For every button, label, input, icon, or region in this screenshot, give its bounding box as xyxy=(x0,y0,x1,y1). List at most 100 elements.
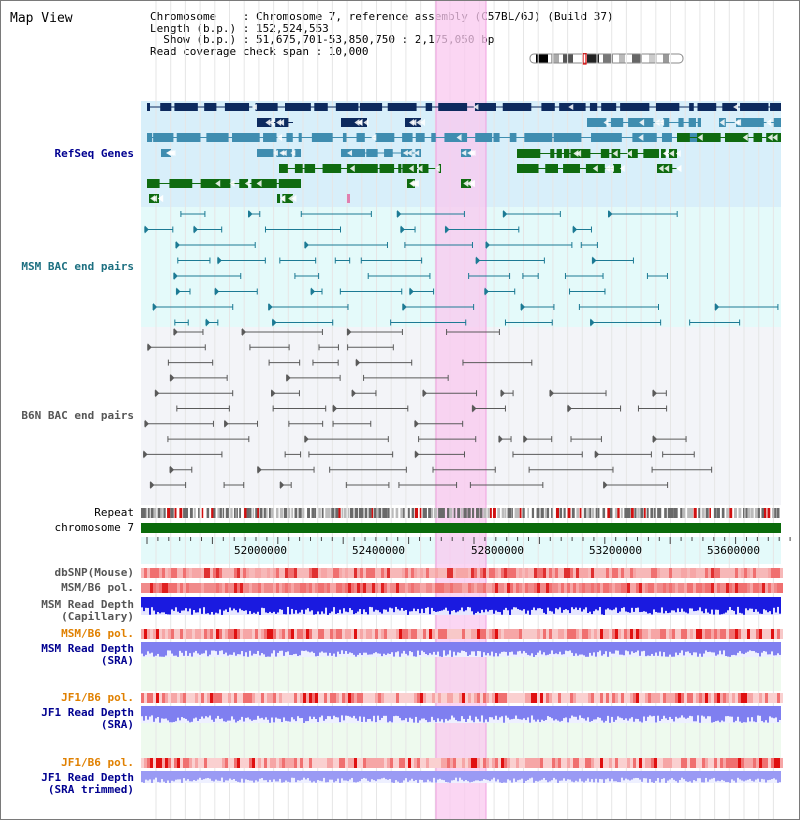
read-depth-bar xyxy=(511,642,513,652)
read-depth-bar xyxy=(311,771,313,783)
polymorphism-cell xyxy=(576,629,579,639)
read-depth-bar xyxy=(591,706,593,722)
polymorphism-cell xyxy=(276,568,279,578)
polymorphism-cell xyxy=(162,758,165,768)
read-depth-bar xyxy=(291,597,293,609)
chromosome-ideogram[interactable] xyxy=(529,53,685,65)
track-label-jf1-read-depth-trim[interactable]: JF1 Read Depth (SRA trimmed) xyxy=(41,772,134,796)
read-depth-bar xyxy=(675,597,677,613)
read-depth-bar xyxy=(179,597,181,613)
polymorphism-cell xyxy=(327,629,330,639)
read-depth-bar xyxy=(569,706,571,719)
polymorphism-cell xyxy=(189,693,192,703)
polymorphism-cell xyxy=(531,693,534,703)
track-label-refseq-genes[interactable]: RefSeq Genes xyxy=(54,147,134,160)
polymorphism-cell xyxy=(600,693,603,703)
repeat-element xyxy=(476,508,479,518)
read-depth-bar xyxy=(337,771,339,779)
read-depth-bar xyxy=(677,642,679,656)
track-label-jf1-b6-pol-1[interactable]: JF1/B6 pol. xyxy=(61,691,134,704)
repeat-element xyxy=(364,508,368,518)
track-label-msm-bac[interactable]: MSM BAC end pairs xyxy=(21,260,134,273)
polymorphism-cell xyxy=(753,568,756,578)
polymorphism-cell xyxy=(186,583,189,593)
polymorphism-cell xyxy=(738,758,741,768)
read-depth-bar xyxy=(225,706,227,722)
read-depth-bar xyxy=(293,706,295,720)
track-label-repeat[interactable]: Repeat xyxy=(94,506,134,519)
track-label-jf1-read-depth-sra[interactable]: JF1 Read Depth (SRA) xyxy=(41,707,134,731)
read-depth-bar xyxy=(255,706,257,720)
read-depth-bar xyxy=(521,642,523,654)
track-label-chromosome[interactable]: chromosome 7 xyxy=(54,521,134,534)
polymorphism-cell xyxy=(249,583,252,593)
read-depth-bar xyxy=(695,771,697,782)
read-depth-bar xyxy=(779,706,781,721)
read-depth-bar xyxy=(239,771,241,783)
polymorphism-cell xyxy=(459,693,462,703)
track-label-msm-read-depth-cap[interactable]: MSM Read Depth (Capillary) xyxy=(41,599,134,623)
read-depth-bar xyxy=(435,597,437,612)
polymorphism-cell xyxy=(540,629,543,639)
repeat-element xyxy=(318,508,321,518)
polymorphism-cell xyxy=(777,693,780,703)
read-depth-bar xyxy=(331,706,333,720)
polymorphism-cell xyxy=(672,583,675,593)
read-depth-bar xyxy=(503,597,505,610)
polymorphism-cell xyxy=(339,629,342,639)
read-depth-bar xyxy=(393,771,395,783)
track-label-msm-b6-pol-1[interactable]: MSM/B6 pol. xyxy=(61,581,134,594)
polymorphism-cell xyxy=(150,758,153,768)
polymorphism-cell xyxy=(597,758,600,768)
polymorphism-cell xyxy=(525,583,528,593)
read-depth-bar xyxy=(697,771,699,779)
read-depth-bar xyxy=(143,706,145,721)
polymorphism-cell xyxy=(357,629,360,639)
read-depth-bar xyxy=(371,642,373,655)
polymorphism-cell xyxy=(693,583,696,593)
gene-exon xyxy=(279,164,288,173)
read-depth-bar xyxy=(631,597,633,608)
read-depth-bar xyxy=(463,642,465,651)
polymorphism-cell xyxy=(261,758,264,768)
read-depth-bar xyxy=(737,706,739,717)
track-label-msm-b6-pol-2[interactable]: MSM/B6 pol. xyxy=(61,627,134,640)
gene-strand-arrow xyxy=(608,165,614,172)
polymorphism-cell xyxy=(141,568,144,578)
read-depth-bar xyxy=(275,642,277,657)
read-depth-bar xyxy=(659,771,661,783)
read-depth-bar xyxy=(509,597,511,615)
track-label-msm-read-depth-sra[interactable]: MSM Read Depth (SRA) xyxy=(41,643,134,667)
polymorphism-cell xyxy=(780,758,783,768)
read-depth-bar xyxy=(163,642,165,657)
gene-exon xyxy=(688,118,696,127)
polymorphism-cell xyxy=(627,583,630,593)
read-depth-bar xyxy=(623,706,625,720)
polymorphism-cell xyxy=(591,629,594,639)
polymorphism-cell xyxy=(687,693,690,703)
read-depth-bar xyxy=(179,706,181,721)
read-depth-bar xyxy=(655,706,657,723)
read-depth-bar xyxy=(437,771,439,780)
read-depth-bar xyxy=(703,642,705,654)
read-depth-bar xyxy=(691,597,693,609)
track-label-jf1-b6-pol-2[interactable]: JF1/B6 pol. xyxy=(61,756,134,769)
track-label-b6n-bac[interactable]: B6N BAC end pairs xyxy=(21,409,134,422)
repeat-element xyxy=(354,508,359,518)
read-depth-bar xyxy=(589,706,591,722)
polymorphism-cell xyxy=(306,629,309,639)
polymorphism-cell xyxy=(486,693,489,703)
read-depth-bar xyxy=(625,642,627,651)
polymorphism-cell xyxy=(714,758,717,768)
polymorphism-cell xyxy=(699,629,702,639)
read-depth-bar xyxy=(187,706,189,721)
polymorphism-cell xyxy=(225,758,228,768)
polymorphism-cell xyxy=(720,568,723,578)
read-depth-bar xyxy=(517,597,519,610)
repeat-element xyxy=(483,508,487,518)
polymorphism-cell xyxy=(171,568,174,578)
track-label-dbsnp[interactable]: dbSNP(Mouse) xyxy=(54,566,134,579)
read-depth-bar xyxy=(719,597,721,615)
